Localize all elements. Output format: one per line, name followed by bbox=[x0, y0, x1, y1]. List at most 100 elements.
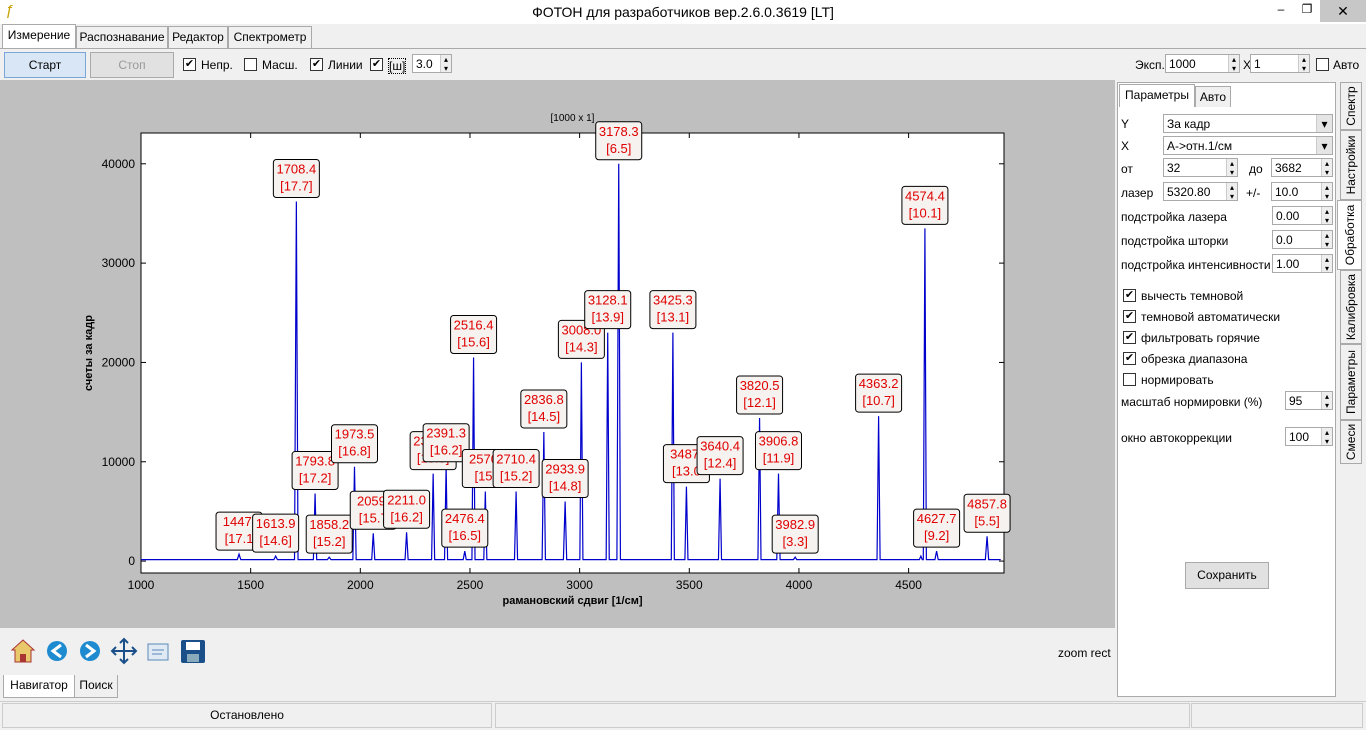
peak-label-note: [14.8] bbox=[549, 478, 582, 493]
status-cell bbox=[1191, 703, 1363, 728]
checkbox[interactable] bbox=[1316, 58, 1329, 71]
side-tab[interactable]: Смеси bbox=[1340, 420, 1362, 464]
spinbox[interactable]: 0.0 bbox=[1272, 230, 1333, 249]
peak-label-box bbox=[696, 436, 744, 476]
peak-label: 2476.4 [16.5] bbox=[441, 508, 489, 548]
side-tab[interactable]: Параметры bbox=[1340, 344, 1362, 420]
peak-label: 1613.9 [14.6] bbox=[252, 513, 300, 553]
tab[interactable]: Навигатор bbox=[3, 675, 75, 698]
tab[interactable]: Распознавание bbox=[76, 26, 168, 48]
checkbox[interactable]: ✔ bbox=[1123, 331, 1136, 344]
peak-label-position: 2059. bbox=[357, 493, 390, 508]
checkbox-label: Авто bbox=[1333, 58, 1360, 72]
peak-label-box bbox=[855, 373, 903, 413]
y-tick-label: 30000 bbox=[102, 256, 136, 270]
peak-label: 4857.8 [5.5] bbox=[963, 493, 1011, 533]
side-tab[interactable]: Обработка bbox=[1337, 200, 1362, 270]
spinbox[interactable]: 1.00 bbox=[1272, 254, 1333, 273]
peak-label-note: [5.5] bbox=[974, 513, 999, 528]
peak-label-note: [12.1] bbox=[743, 395, 776, 410]
peak-label-box bbox=[755, 431, 803, 471]
checkbox[interactable]: ✔ bbox=[1123, 289, 1136, 302]
pan-button[interactable] bbox=[110, 637, 138, 665]
peak-label: 3820.5 [12.1] bbox=[736, 375, 784, 415]
forward-button[interactable] bbox=[80, 641, 100, 661]
field-label: лазер bbox=[1121, 186, 1154, 200]
tab[interactable]: Поиск bbox=[74, 675, 118, 698]
side-tab[interactable]: Спектр bbox=[1340, 82, 1362, 130]
tab[interactable]: Спектрометр bbox=[228, 26, 312, 48]
minimize-button[interactable]: – bbox=[1277, 2, 1285, 16]
tab[interactable]: Авто bbox=[1195, 86, 1231, 107]
x-combo[interactable]: А->отн.1/см bbox=[1163, 136, 1333, 155]
y-combo[interactable]: За кадр bbox=[1163, 114, 1333, 133]
field-label: масштаб нормировки (%) bbox=[1121, 395, 1263, 409]
tab[interactable]: Редактор bbox=[168, 26, 228, 48]
spinbox[interactable]: 0.00 bbox=[1272, 206, 1333, 225]
checkbox[interactable]: ✔ bbox=[1123, 352, 1136, 365]
to-spinbox[interactable]: 3682 bbox=[1271, 158, 1333, 177]
peak-label-note: [13.1] bbox=[657, 310, 690, 325]
checkbox[interactable]: ✔ bbox=[1123, 310, 1136, 323]
from-spinbox[interactable]: 32 bbox=[1163, 158, 1238, 177]
peak-label-note: [13.9] bbox=[591, 310, 624, 325]
save-button[interactable] bbox=[181, 640, 205, 663]
peak-label: 2211.0 [16.2] bbox=[383, 489, 431, 529]
peak-label-position: 4627.7 bbox=[917, 511, 957, 526]
checkbox[interactable] bbox=[1123, 373, 1136, 386]
peak-label-position: 3982.9 bbox=[775, 517, 815, 532]
peak-label-note: [15.2] bbox=[500, 469, 533, 484]
spinbox[interactable]: 100 bbox=[1285, 427, 1333, 446]
back-button[interactable] bbox=[47, 641, 67, 661]
checkbox[interactable] bbox=[244, 58, 257, 71]
peak-label-note: [15.7 bbox=[359, 510, 388, 525]
x-tick-label: 4000 bbox=[786, 578, 813, 592]
close-button[interactable]: ✕ bbox=[1320, 0, 1366, 22]
peak-label-box bbox=[595, 121, 643, 161]
spinbox[interactable]: 95 bbox=[1285, 391, 1333, 410]
separator bbox=[0, 48, 1366, 49]
peak-label-note: [10.1] bbox=[909, 205, 942, 220]
side-tab-label: Калибровка bbox=[1344, 273, 1358, 341]
exposure-spinbox[interactable]: 1000 bbox=[1165, 54, 1240, 73]
laser-spinbox[interactable]: 5320.80 bbox=[1163, 182, 1238, 201]
peak-label: 1973.5 [16.8] bbox=[331, 424, 379, 464]
side-tab-label: Параметры bbox=[1344, 350, 1358, 414]
checkbox[interactable]: ✔ bbox=[370, 58, 383, 71]
maximize-button[interactable]: ❐ bbox=[1301, 2, 1313, 16]
peak-label-box bbox=[252, 513, 300, 553]
stop-button[interactable]: Стоп bbox=[90, 52, 174, 78]
peak-label: 1793.8 [17.2] bbox=[291, 451, 339, 491]
peak-label-note: [17.7] bbox=[280, 179, 313, 194]
x-tick-label: 2000 bbox=[347, 578, 374, 592]
peak-label: 4627.7 [9.2] bbox=[913, 508, 961, 548]
peak-label: 2836.8 [14.5] bbox=[520, 389, 568, 429]
width-spinbox[interactable]: 3.0 bbox=[412, 54, 452, 73]
times-spinbox[interactable]: 1 bbox=[1250, 54, 1310, 73]
peak-label-position: 2391.3 bbox=[426, 426, 466, 441]
peak-label-box bbox=[901, 185, 949, 225]
checkbox-label: вычесть темновой bbox=[1141, 289, 1244, 303]
peak-label-note: [6.5] bbox=[606, 141, 631, 156]
peak-label-position: 4574.4 bbox=[905, 188, 945, 203]
x-tick-label: 3500 bbox=[676, 578, 703, 592]
save-button[interactable]: Сохранить bbox=[1185, 562, 1269, 589]
side-tab[interactable]: Калибровка bbox=[1340, 270, 1362, 344]
peak-label-note: [17.1 bbox=[225, 531, 254, 546]
peak-label-note: [11.9] bbox=[763, 451, 795, 466]
checkbox[interactable]: ✔ bbox=[183, 58, 196, 71]
field-label: +/- bbox=[1246, 186, 1261, 200]
tab[interactable]: Параметры bbox=[1119, 84, 1195, 107]
pm-spinbox[interactable]: 10.0 bbox=[1271, 182, 1333, 201]
side-tab[interactable]: Настройки bbox=[1340, 130, 1362, 200]
configure-button[interactable] bbox=[147, 643, 169, 661]
status-bar bbox=[0, 701, 1366, 730]
checkbox[interactable]: ✔ bbox=[310, 58, 323, 71]
peak-label: 3128.1 [13.9] bbox=[584, 290, 632, 330]
home-button[interactable] bbox=[10, 639, 36, 663]
exposure-label: Эксп. bbox=[1135, 58, 1165, 72]
tab[interactable]: Измерение bbox=[2, 24, 76, 49]
x-tick-label: 1500 bbox=[237, 578, 264, 592]
start-button[interactable]: Старт bbox=[4, 52, 86, 78]
peak-label: 2391.3 [16.2] bbox=[422, 423, 470, 463]
